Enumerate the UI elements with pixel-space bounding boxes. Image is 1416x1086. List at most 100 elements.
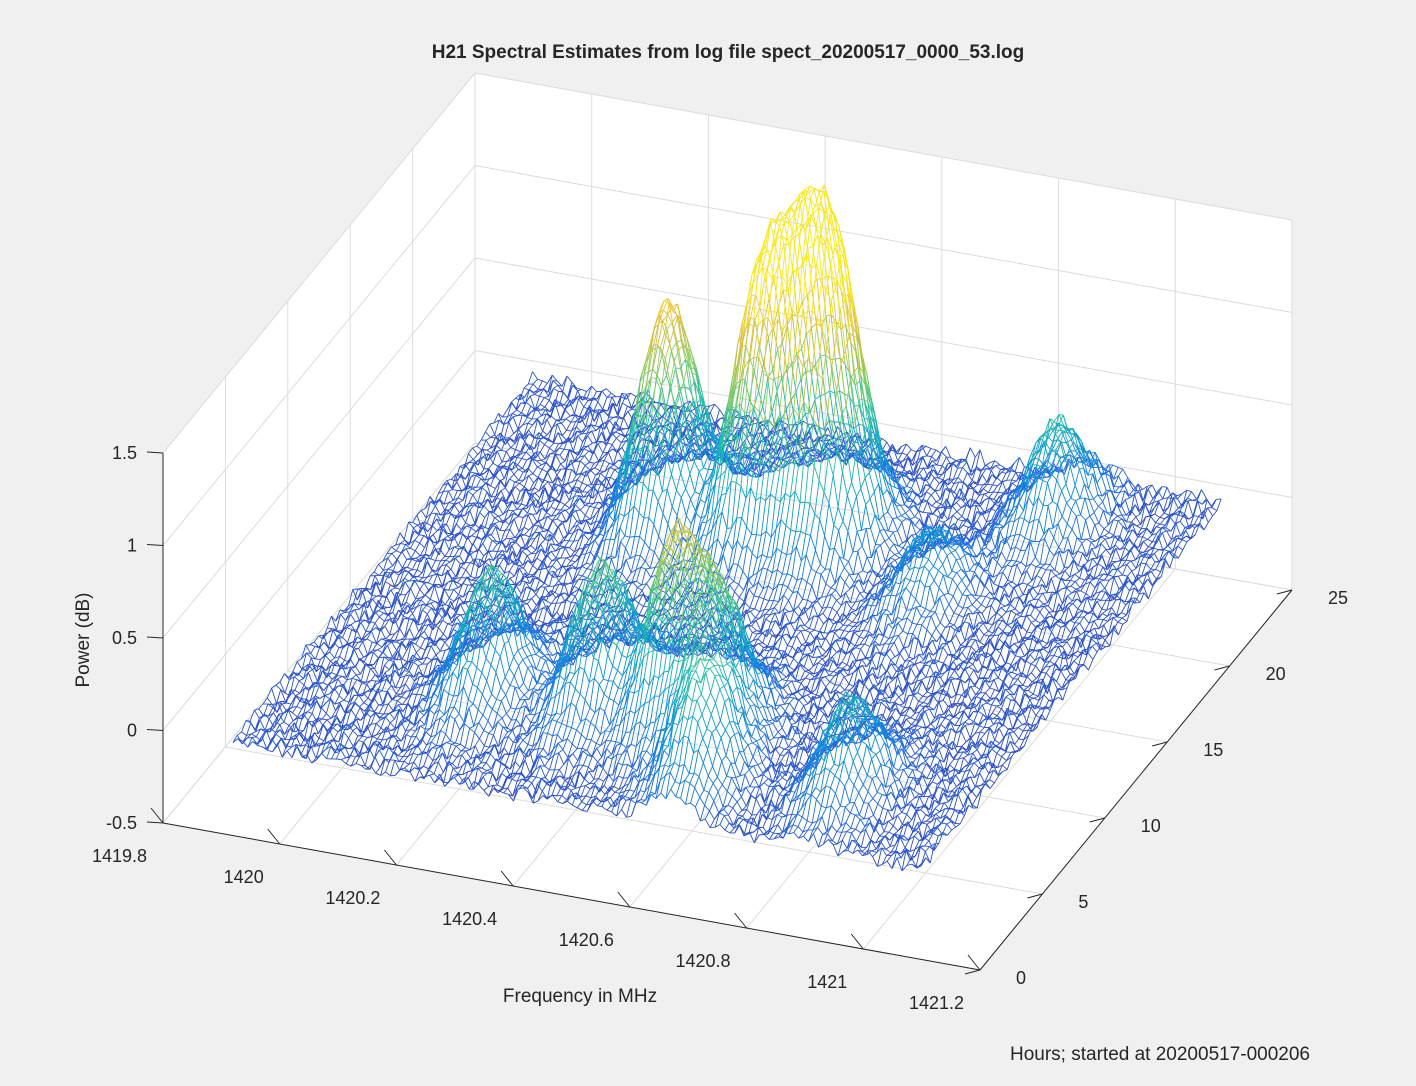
mesh-line bbox=[610, 392, 617, 398]
mesh-line bbox=[578, 396, 584, 400]
mesh-line bbox=[539, 395, 545, 398]
mesh-line bbox=[601, 390, 608, 398]
mesh-line bbox=[527, 371, 533, 385]
mesh-line bbox=[755, 432, 761, 436]
mesh-line bbox=[759, 421, 764, 424]
grid-line bbox=[162, 257, 476, 639]
mesh-line bbox=[591, 385, 597, 392]
mesh-line bbox=[1068, 461, 1075, 469]
mesh-line bbox=[587, 397, 594, 401]
mesh-line bbox=[995, 464, 1000, 467]
mesh-line bbox=[548, 388, 554, 401]
mesh-line bbox=[607, 396, 613, 412]
mesh-line bbox=[542, 380, 548, 384]
mesh-line bbox=[823, 434, 829, 442]
mesh-line bbox=[739, 415, 745, 419]
mesh-line bbox=[556, 380, 563, 387]
mesh-line bbox=[901, 452, 908, 456]
mesh-line bbox=[950, 457, 956, 461]
mesh-line bbox=[1005, 467, 1011, 474]
mesh-line bbox=[581, 391, 588, 401]
mesh-line bbox=[583, 400, 589, 408]
mesh-line bbox=[1216, 498, 1222, 511]
mesh-line bbox=[627, 405, 633, 410]
mesh-line bbox=[592, 397, 599, 403]
mesh-line bbox=[926, 456, 933, 468]
mesh-line bbox=[1084, 458, 1090, 467]
mesh-line bbox=[1177, 502, 1184, 509]
mesh-line bbox=[539, 388, 545, 397]
mesh-line bbox=[793, 433, 800, 442]
mesh-line bbox=[828, 439, 835, 445]
mesh-line bbox=[1143, 488, 1149, 504]
mesh-line bbox=[965, 447, 971, 460]
mesh-line bbox=[578, 395, 584, 398]
mesh-line bbox=[1162, 486, 1168, 488]
mesh-line bbox=[957, 459, 963, 469]
mesh-line bbox=[1216, 498, 1222, 500]
mesh-line bbox=[969, 447, 976, 458]
mesh-line bbox=[1148, 498, 1154, 506]
mesh-line bbox=[1153, 500, 1159, 503]
mesh-line bbox=[529, 389, 535, 395]
mesh-line bbox=[896, 446, 902, 455]
mesh-line bbox=[1142, 485, 1148, 490]
mesh-line bbox=[534, 390, 539, 395]
mesh-line bbox=[568, 398, 575, 407]
mesh-line bbox=[497, 449, 502, 452]
mesh-line bbox=[931, 456, 937, 462]
mesh-line bbox=[582, 396, 589, 401]
mesh-line bbox=[888, 446, 894, 453]
mesh-line bbox=[566, 375, 573, 383]
mesh-line bbox=[922, 455, 927, 458]
mesh-line bbox=[981, 465, 987, 471]
mesh-line bbox=[1187, 491, 1193, 499]
mesh-line bbox=[901, 443, 907, 454]
mesh-line bbox=[1113, 475, 1119, 480]
mesh-line bbox=[626, 392, 632, 395]
mesh-line bbox=[783, 421, 789, 426]
mesh-line bbox=[656, 410, 663, 418]
mesh-line bbox=[1091, 547, 1097, 549]
mesh-line bbox=[709, 404, 715, 413]
mesh-line bbox=[1114, 486, 1120, 493]
mesh-line bbox=[1123, 480, 1129, 486]
mesh-line bbox=[705, 412, 711, 424]
mesh-line bbox=[519, 387, 525, 400]
mesh-line bbox=[897, 452, 903, 455]
mesh-line bbox=[926, 455, 932, 457]
mesh-line bbox=[921, 444, 927, 447]
mesh-line bbox=[551, 374, 558, 382]
mesh-line bbox=[597, 390, 603, 402]
mesh-line bbox=[1168, 498, 1174, 516]
mesh-line bbox=[906, 449, 912, 456]
grid-line bbox=[162, 165, 476, 546]
mesh-line bbox=[1181, 489, 1187, 495]
mesh-line bbox=[1157, 490, 1164, 500]
grid-line bbox=[287, 670, 1105, 819]
mesh-line bbox=[979, 449, 986, 467]
mesh-line bbox=[1005, 467, 1011, 470]
mesh-line bbox=[1211, 507, 1218, 511]
mesh-line bbox=[577, 390, 583, 401]
mesh-line bbox=[962, 461, 968, 468]
mesh-line bbox=[937, 465, 943, 475]
mesh-line bbox=[945, 446, 952, 458]
mesh-line bbox=[906, 443, 912, 450]
mesh-line bbox=[976, 511, 982, 513]
grid-line bbox=[396, 484, 709, 866]
mesh-line bbox=[1162, 487, 1168, 499]
mesh-line bbox=[577, 389, 582, 392]
mesh-line bbox=[926, 448, 932, 457]
mesh-line bbox=[931, 449, 937, 457]
mesh-line bbox=[586, 386, 593, 399]
mesh-line bbox=[1212, 510, 1218, 517]
mesh-line bbox=[1011, 472, 1017, 481]
mesh-line bbox=[602, 397, 608, 410]
mesh-line bbox=[1186, 489, 1192, 493]
mesh-line bbox=[586, 385, 592, 392]
mesh-line bbox=[946, 462, 953, 471]
mesh-line bbox=[893, 460, 899, 465]
mesh-line bbox=[803, 431, 810, 443]
